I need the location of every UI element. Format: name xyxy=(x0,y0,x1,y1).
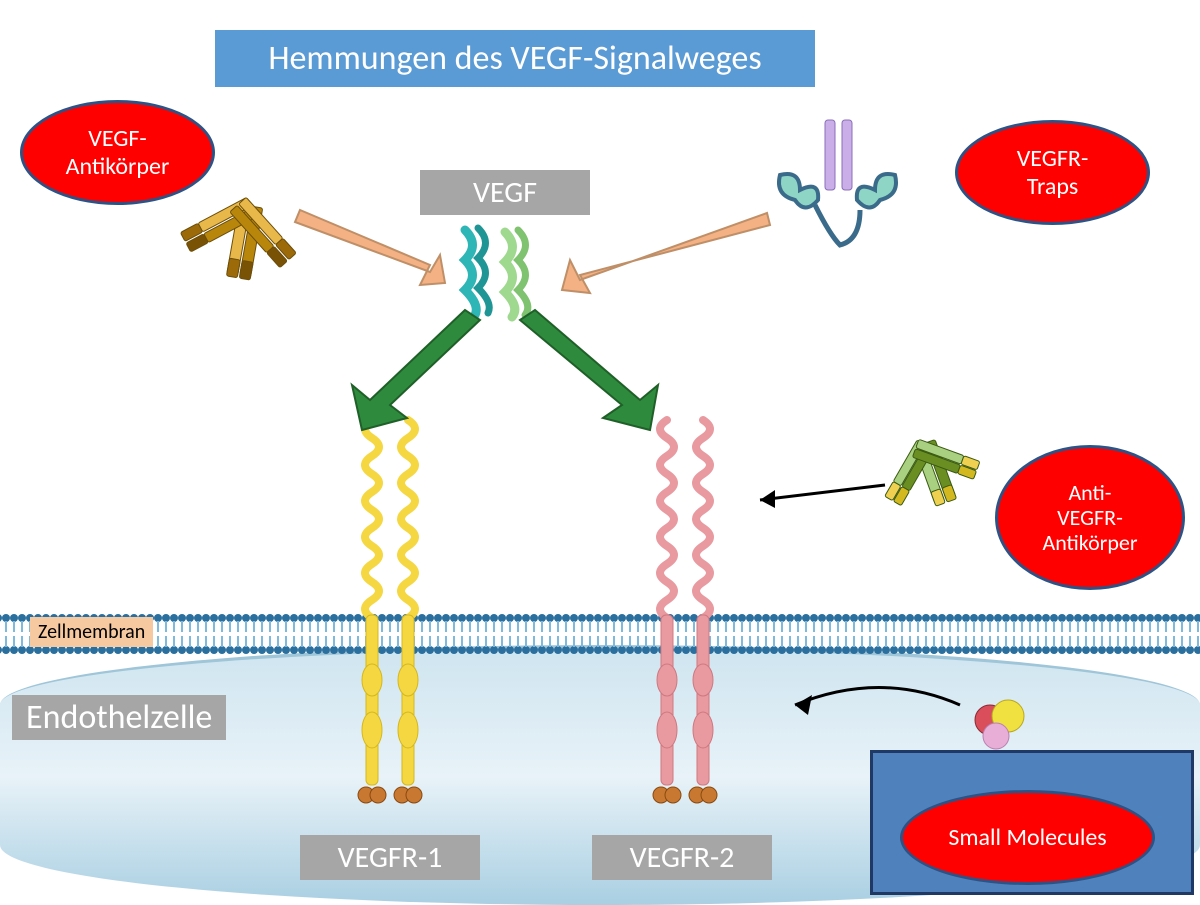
arrow-vegf-to-r1 xyxy=(352,310,480,430)
receptor-vegfr2-icon xyxy=(653,420,717,803)
arrow-vegf-to-r2 xyxy=(520,310,658,430)
vegfr-trap-icon xyxy=(779,120,896,245)
arrow-antibody-to-vegf xyxy=(295,210,445,285)
zellmembran-label: Zellmembran xyxy=(30,617,153,647)
receptor-vegfr1-icon xyxy=(358,420,422,803)
vegfr2-label: VEGFR-2 xyxy=(592,835,772,880)
vegfr-traps-text: VEGFR- Traps xyxy=(1017,145,1089,200)
title-text: Hemmungen des VEGF-Signalweges xyxy=(268,38,761,79)
vegf-label-text: VEGF xyxy=(473,174,537,211)
arrow-trap-to-vegf xyxy=(562,213,770,293)
vegfr1-text: VEGFR-1 xyxy=(338,839,443,876)
small-molecule-icon xyxy=(975,700,1024,749)
arrow-smallmol-to-kinase xyxy=(795,688,960,716)
vegf-label: VEGF xyxy=(420,170,590,215)
zellmembran-text: Zellmembran xyxy=(38,620,145,644)
vegfr-traps-ellipse: VEGFR- Traps xyxy=(955,120,1150,225)
endothelzelle-text: Endothelzelle xyxy=(26,697,212,738)
vegf-antibody-ellipse: VEGF- Antikörper xyxy=(20,100,215,205)
title-banner: Hemmungen des VEGF-Signalweges xyxy=(215,30,815,87)
arrow-antivegfr-to-r2 xyxy=(760,485,885,508)
vegfr2-text: VEGFR-2 xyxy=(630,839,735,876)
antibody-gold-icon xyxy=(174,187,304,287)
anti-vegfr-text: Anti- VEGFR- Antikörper xyxy=(1042,480,1137,556)
endothelzelle-label: Endothelzelle xyxy=(12,695,226,740)
anti-vegfr-ellipse: Anti- VEGFR- Antikörper xyxy=(995,445,1185,590)
antibody-green-icon xyxy=(870,422,989,521)
vegf-ligand-icon xyxy=(465,228,528,317)
cell-membrane xyxy=(0,614,1200,654)
vegfr1-label: VEGFR-1 xyxy=(300,835,480,880)
small-molecules-text: Small Molecules xyxy=(948,824,1106,852)
small-molecules-ellipse: Small Molecules xyxy=(900,790,1155,885)
vegf-antibody-text: VEGF- Antikörper xyxy=(66,125,170,180)
